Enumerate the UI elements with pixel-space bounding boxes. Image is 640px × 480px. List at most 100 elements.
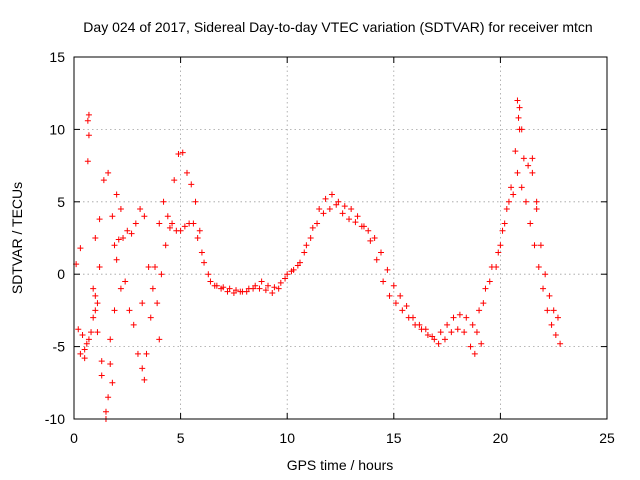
data-point [546,292,553,299]
data-point [237,288,244,295]
data-points [73,97,564,422]
data-point [77,350,84,357]
data-point [277,279,284,286]
data-point [482,285,489,292]
data-point [399,307,406,314]
data-point [380,278,387,285]
data-point [256,285,263,292]
data-point [441,336,448,343]
data-point [224,288,231,295]
data-point [397,292,404,299]
data-point [527,220,534,227]
data-point [348,206,355,213]
data-point [85,111,92,118]
data-point [83,340,90,347]
data-point [154,300,161,307]
data-point [316,206,323,213]
data-point [514,169,521,176]
data-point [284,271,291,278]
data-point [183,169,190,176]
data-point [522,198,529,205]
data-point [495,249,502,256]
data-point [516,104,523,111]
data-point [422,326,429,333]
data-point [518,184,525,191]
data-point [499,227,506,234]
data-point [503,206,510,213]
data-point [194,235,201,241]
data-point [117,206,124,213]
data-point [111,307,118,314]
data-point [358,223,365,230]
data-point [435,340,442,347]
data-point [175,151,182,158]
data-point [341,203,348,210]
y-tick-label: -10 [45,411,65,427]
data-point [529,169,536,176]
data-point [201,259,208,266]
data-point [525,162,532,169]
data-point [207,278,214,285]
data-point [535,263,542,270]
data-point [107,336,114,343]
data-point [124,227,131,234]
data-point [531,242,538,249]
data-point [392,300,399,307]
data-point [354,213,361,220]
x-tick-label: 10 [279,430,295,446]
data-point [258,278,265,285]
data-point [98,358,105,365]
data-point [537,242,544,249]
data-point [90,285,97,292]
data-point [164,213,171,220]
data-point [288,268,295,275]
data-point [378,249,385,256]
data-point [424,332,431,339]
data-point [322,195,329,202]
data-point [390,282,397,289]
data-point [469,321,476,328]
data-point [81,355,88,362]
data-point [497,242,504,249]
data-point [162,242,169,249]
data-point [179,149,186,156]
y-tick-label: 0 [57,266,65,282]
data-point [373,256,380,263]
y-tick-label: -5 [53,339,66,355]
data-point [77,245,84,252]
data-point [282,275,289,282]
data-point [139,365,146,372]
data-point [463,314,470,321]
data-point [542,271,549,278]
series-3 [77,97,540,422]
data-point [544,307,551,314]
data-point [115,236,122,243]
data-point [501,220,508,227]
data-point [476,307,483,314]
data-point [478,340,485,347]
data-point [307,235,314,241]
data-point [141,213,148,220]
axis-ticks: 0 5 10 15 20 25 -10 -5 0 5 10 15 [45,49,615,446]
data-point [271,284,278,291]
x-tick-label: 5 [177,430,185,446]
series-1 [73,126,561,415]
data-point [550,307,557,314]
data-point [409,314,416,321]
data-point [92,307,99,314]
data-point [269,290,276,297]
chart-title: Day 024 of 2017, Sidereal Day-to-day VTE… [83,19,592,35]
data-point [480,300,487,307]
data-point [548,321,555,328]
data-point [79,332,86,339]
data-point [132,220,139,227]
data-point [94,300,101,307]
data-point [147,314,154,321]
plot-frame [73,56,608,420]
data-point [75,326,82,333]
data-point [152,263,159,270]
data-point [416,321,423,328]
data-point [352,219,359,226]
grid [74,57,607,419]
